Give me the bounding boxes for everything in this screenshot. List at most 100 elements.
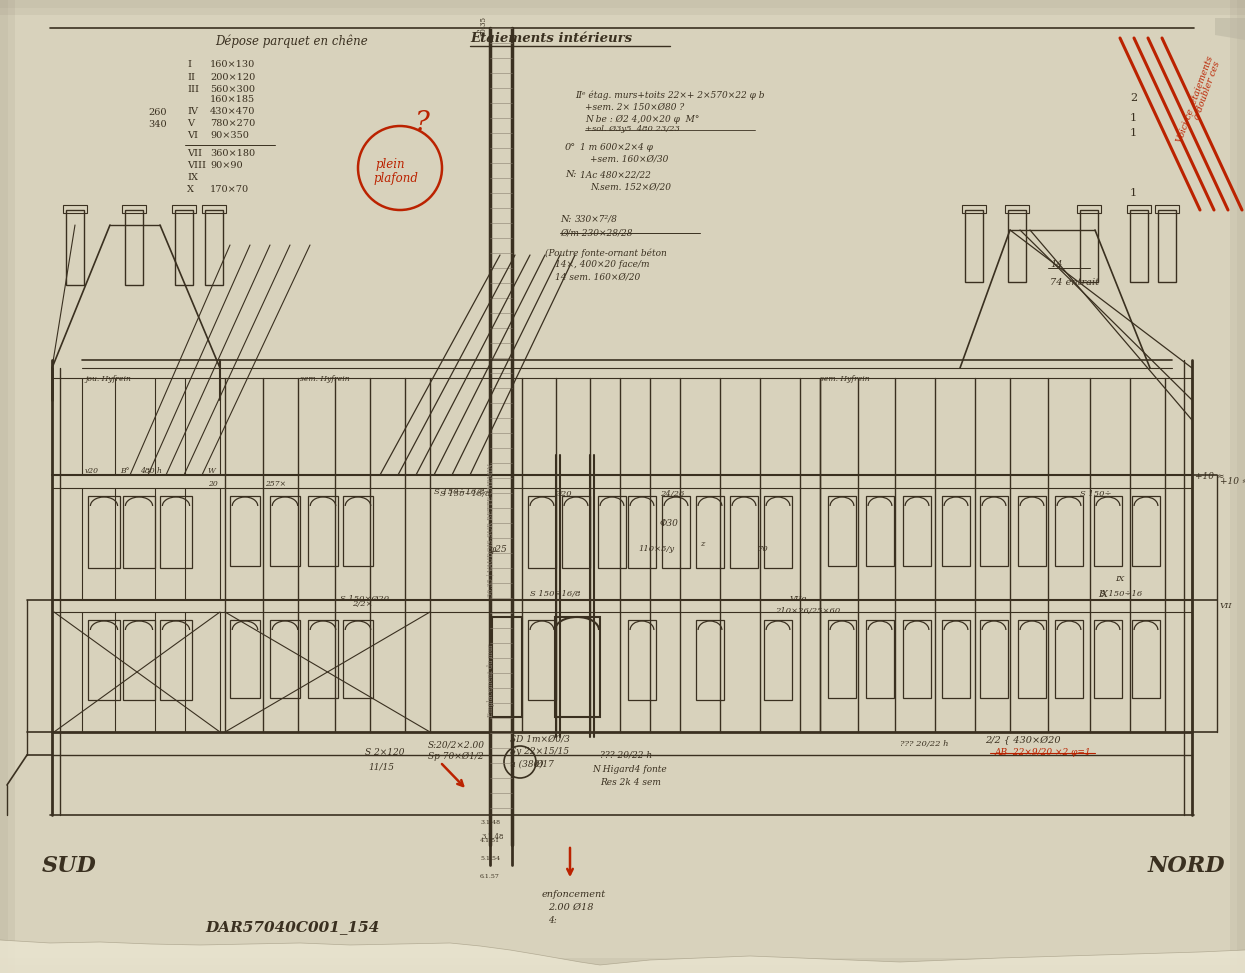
Text: 110×5/y: 110×5/y <box>637 545 674 553</box>
Text: N be : Ø2 4,00×20 φ  M°: N be : Ø2 4,00×20 φ M° <box>585 115 700 125</box>
Text: S 150×Ø20: S 150×Ø20 <box>340 595 390 603</box>
Text: S 150÷16/8: S 150÷16/8 <box>435 488 484 496</box>
Bar <box>492 617 522 717</box>
Text: 14 sem. 160×Ø/20: 14 sem. 160×Ø/20 <box>555 272 640 281</box>
Text: W: W <box>208 467 215 475</box>
Bar <box>1158 210 1177 282</box>
Text: 3.1.48: 3.1.48 <box>481 820 500 825</box>
Text: 170×70: 170×70 <box>210 185 249 194</box>
Bar <box>270 496 300 566</box>
Bar <box>867 496 894 566</box>
Text: 160×130: 160×130 <box>210 60 255 69</box>
Bar <box>0 0 1245 8</box>
Bar <box>828 620 857 698</box>
Text: VI: VI <box>187 131 198 140</box>
Text: Res 2k 4 sem: Res 2k 4 sem <box>600 778 661 787</box>
Text: B°: B° <box>120 467 129 475</box>
Text: 1: 1 <box>1130 188 1137 198</box>
Text: +10 ≈: +10 ≈ <box>1195 472 1224 481</box>
Text: VIIe: VIIe <box>791 595 808 603</box>
Bar <box>344 496 373 566</box>
Text: IX: IX <box>187 173 198 182</box>
Bar <box>1008 210 1026 282</box>
Text: DAR57040C001_154: DAR57040C001_154 <box>205 920 380 934</box>
Text: 30.35: 30.35 <box>481 16 488 36</box>
Bar <box>270 620 300 698</box>
Text: SUD: SUD <box>42 855 97 877</box>
Text: 70: 70 <box>758 545 768 553</box>
Bar <box>627 620 656 700</box>
Text: Ø/m 230×28/28: Ø/m 230×28/28 <box>560 228 632 237</box>
Bar <box>123 620 154 700</box>
Bar <box>0 0 15 973</box>
Bar <box>1238 0 1245 973</box>
Text: 0°: 0° <box>565 143 576 152</box>
Text: +sol. Ø3y5  480 23/23: +sol. Ø3y5 480 23/23 <box>585 125 680 133</box>
Text: φ25: φ25 <box>491 545 508 554</box>
Text: plein: plein <box>375 158 405 171</box>
Text: IV: IV <box>187 107 198 116</box>
Text: N:: N: <box>565 170 576 179</box>
Text: ??? 20/22 h: ??? 20/22 h <box>600 750 652 759</box>
Bar <box>1005 205 1030 213</box>
Text: 780×270: 780×270 <box>210 119 255 128</box>
Text: VII: VII <box>187 149 202 158</box>
Text: Ø17: Ø17 <box>535 760 554 769</box>
Bar <box>1132 620 1160 698</box>
Text: S 2×120: S 2×120 <box>365 748 405 757</box>
Text: jou. Hyfrein: jou. Hyfrein <box>85 375 131 383</box>
Text: u (380): u (380) <box>510 760 543 769</box>
Text: 340: 340 <box>148 120 167 129</box>
Text: IX: IX <box>1098 590 1108 599</box>
Text: 3.1.48: 3.1.48 <box>482 833 504 841</box>
Text: N Higard4 fonte: N Higard4 fonte <box>593 765 667 774</box>
Bar <box>1055 620 1083 698</box>
Text: 4:: 4: <box>548 916 557 925</box>
Bar <box>965 210 984 282</box>
Bar <box>730 496 758 568</box>
Text: plafond: plafond <box>374 172 418 185</box>
Bar <box>764 496 792 568</box>
Text: Φ30: Φ30 <box>660 519 679 528</box>
Text: 90×350: 90×350 <box>210 131 249 140</box>
Text: 480 h: 480 h <box>139 467 162 475</box>
Text: VII: VII <box>1220 602 1233 610</box>
Bar <box>696 620 725 700</box>
Text: 200×120: 200×120 <box>210 73 255 82</box>
Bar <box>1018 496 1046 566</box>
Text: 360×180: 360×180 <box>210 149 255 158</box>
Text: 1: 1 <box>1130 128 1137 138</box>
Bar <box>1127 205 1150 213</box>
Text: ?: ? <box>415 110 430 137</box>
Text: 90×90: 90×90 <box>210 161 243 170</box>
Text: 14×, 400×20 face/m: 14×, 400×20 face/m <box>555 260 650 269</box>
Text: 2: 2 <box>1130 93 1137 103</box>
Bar <box>1079 210 1098 282</box>
Bar <box>344 620 373 698</box>
Bar <box>0 0 7 973</box>
Text: N:: N: <box>560 215 571 224</box>
Bar <box>1230 0 1245 973</box>
Text: +sem. 2× 150×Ø80 ?: +sem. 2× 150×Ø80 ? <box>585 103 685 112</box>
Text: VIII: VIII <box>187 161 205 170</box>
Bar <box>627 496 656 568</box>
Polygon shape <box>1215 18 1245 40</box>
Text: AB  22×9/20 ×2 φ=1: AB 22×9/20 ×2 φ=1 <box>995 748 1092 757</box>
Bar <box>161 620 192 700</box>
Bar <box>124 210 143 285</box>
Text: V: V <box>187 119 194 128</box>
Text: 160×185: 160×185 <box>210 95 255 104</box>
Bar <box>202 205 227 213</box>
Text: IIᵉ étag. murs+toits 22×+ 2×570×22 φ b: IIᵉ étag. murs+toits 22×+ 2×570×22 φ b <box>575 90 764 99</box>
Bar <box>161 496 192 568</box>
Bar <box>88 620 120 700</box>
Text: v20: v20 <box>85 467 100 475</box>
Bar <box>0 965 1245 973</box>
Bar <box>828 496 857 566</box>
Text: S 150÷16/8: S 150÷16/8 <box>530 590 580 598</box>
Text: 74 entrait: 74 entrait <box>1050 278 1099 287</box>
Bar <box>962 205 986 213</box>
Bar <box>1094 496 1122 566</box>
Text: SD 1m×Ø0/3: SD 1m×Ø0/3 <box>510 735 570 744</box>
Text: à doubler ces: à doubler ces <box>1191 60 1221 121</box>
